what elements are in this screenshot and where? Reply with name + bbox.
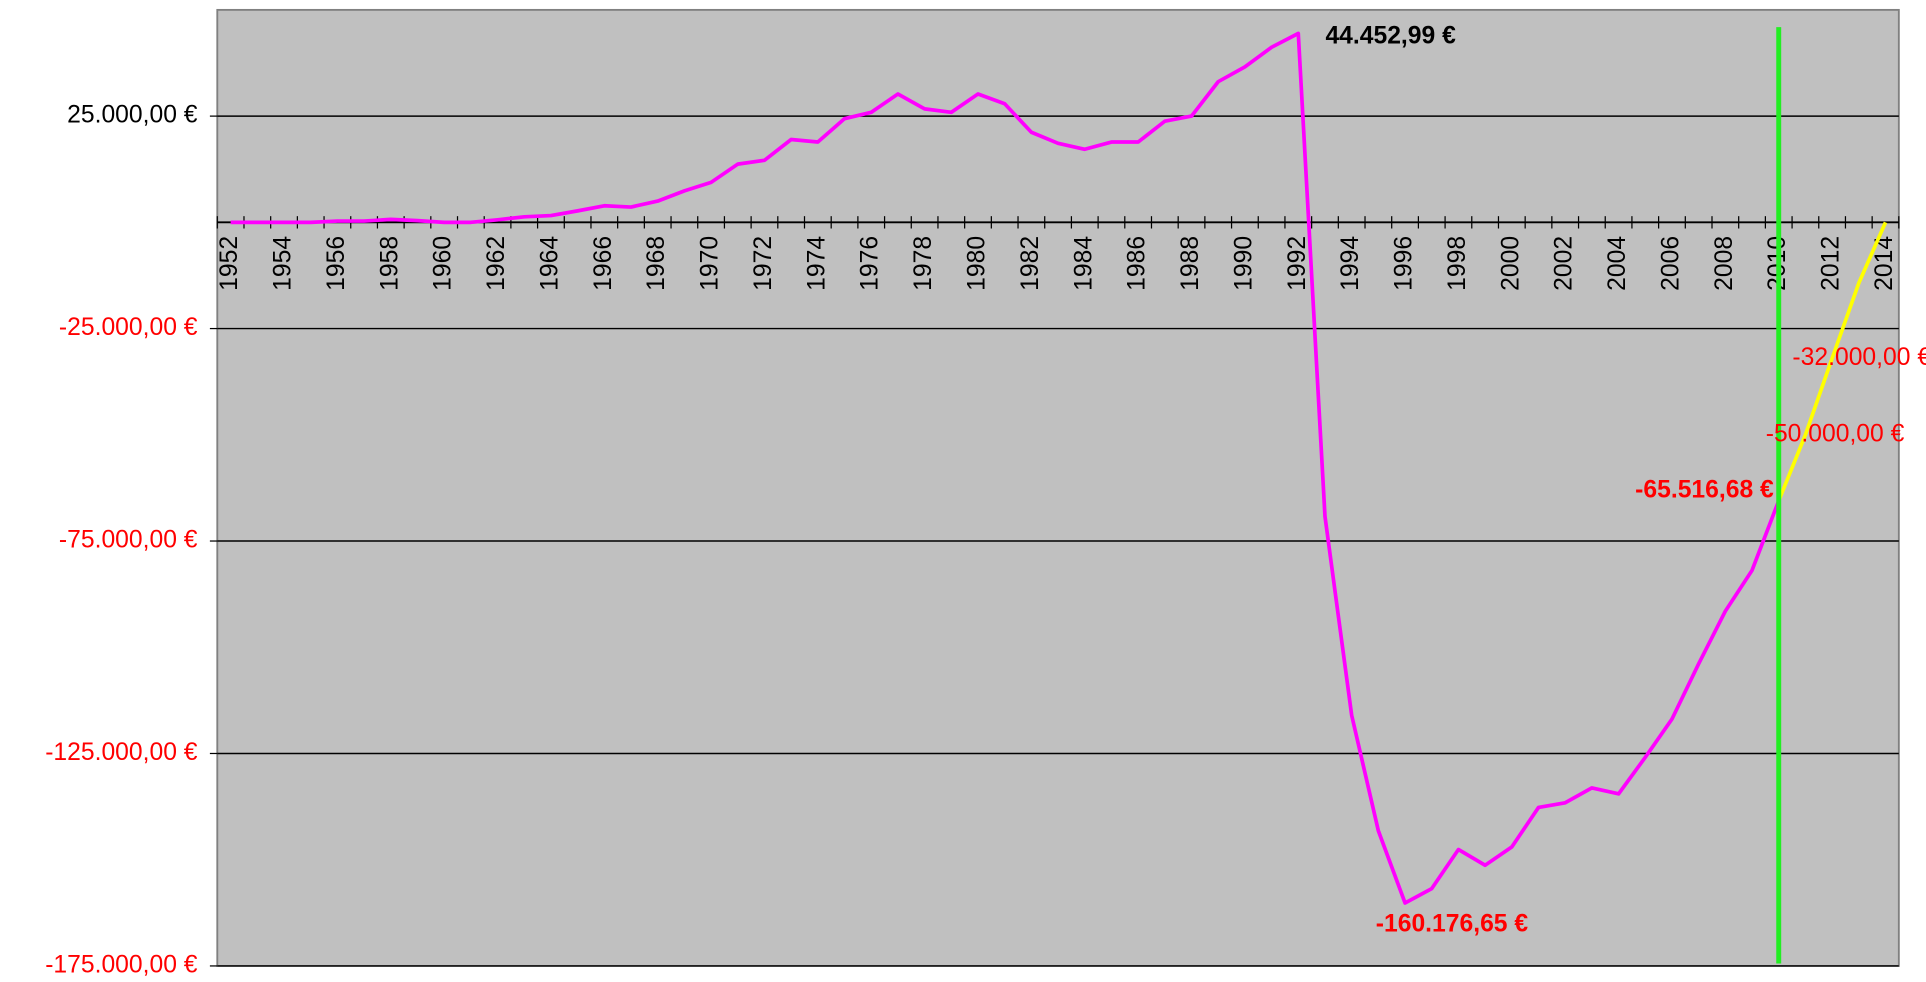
- x-tick-label: 1974: [803, 236, 830, 291]
- data-label: -32.000,00 €: [1792, 344, 1926, 371]
- x-tick-label: 1986: [1124, 236, 1151, 291]
- x-tick-label: 1970: [697, 236, 724, 291]
- series-line: [1777, 221, 1888, 502]
- x-tick-label: 1978: [910, 236, 937, 291]
- x-tick-label: 1992: [1284, 236, 1311, 291]
- x-tick-label: 1982: [1017, 236, 1044, 291]
- x-tick-label: 2000: [1497, 236, 1524, 291]
- y-tick-label: 25.000,00 €: [67, 102, 198, 129]
- x-tick-label: 1980: [964, 236, 991, 291]
- x-tick-label: 1996: [1391, 236, 1418, 291]
- x-tick-label: 1960: [430, 236, 457, 291]
- x-tick-label: 1964: [536, 236, 563, 291]
- x-tick-label: 1988: [1177, 236, 1204, 291]
- series-line: [230, 31, 1781, 905]
- data-label: -160.176,65 €: [1376, 911, 1529, 938]
- data-label: 44.452,99 €: [1325, 23, 1456, 50]
- x-tick-label: 1968: [643, 236, 670, 291]
- x-tick-label: 1962: [483, 236, 510, 291]
- x-tick-label: 1976: [857, 236, 884, 291]
- data-label: -65.516,68 €: [1635, 476, 1774, 503]
- y-tick-label: -175.000,00 €: [45, 951, 198, 978]
- x-tick-label: 1990: [1230, 236, 1257, 291]
- x-tick-label: 1984: [1070, 236, 1097, 291]
- x-tick-label: 1972: [750, 236, 777, 291]
- y-tick-label: -75.000,00 €: [59, 527, 198, 554]
- x-tick-label: 1966: [590, 236, 617, 291]
- x-tick-label: 1998: [1444, 236, 1471, 291]
- y-tick-label: -125.000,00 €: [45, 739, 198, 766]
- y-tick-label: -25.000,00 €: [59, 314, 198, 341]
- x-tick-label: 1956: [323, 236, 350, 291]
- plot-area: [216, 8, 1900, 967]
- x-tick-label: 2012: [1818, 236, 1845, 291]
- x-tick-label: 1954: [270, 236, 297, 291]
- x-tick-label: 1958: [376, 236, 403, 291]
- x-tick-label: 1994: [1337, 236, 1364, 291]
- x-tick-label: 2002: [1551, 236, 1578, 291]
- x-tick-label: 2006: [1657, 236, 1684, 291]
- x-tick-label: 1952: [216, 236, 243, 291]
- data-label: -50.000,00 €: [1766, 420, 1905, 447]
- x-tick-label: 2008: [1711, 236, 1738, 291]
- x-tick-label: 2004: [1604, 236, 1631, 291]
